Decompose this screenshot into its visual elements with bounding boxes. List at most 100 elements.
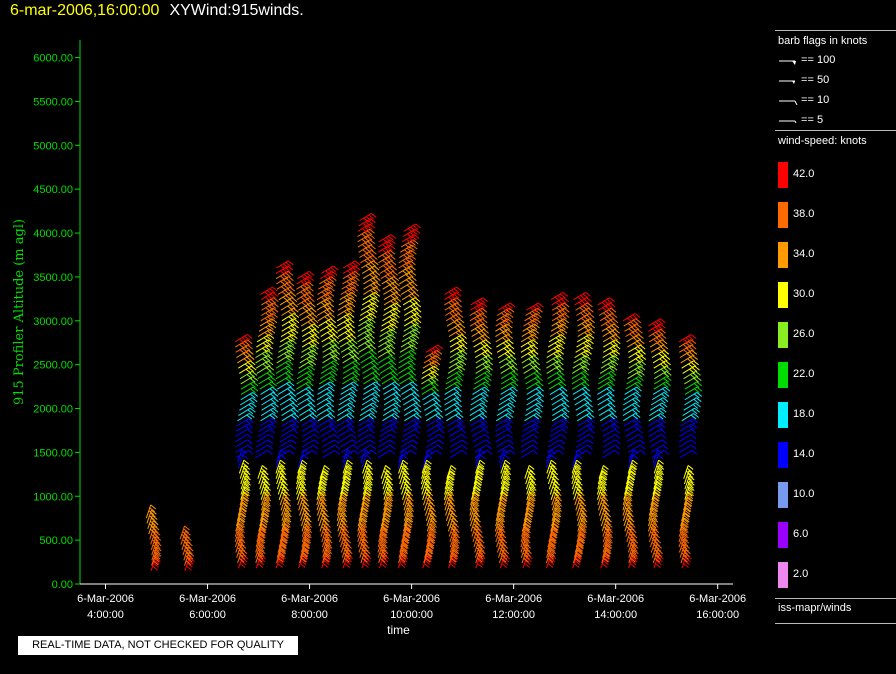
wind-barb-flag [153, 525, 160, 531]
wind-barb-flag [361, 552, 367, 558]
wind-barb-staff [474, 370, 488, 380]
wind-barb-flag [304, 544, 311, 549]
wind-barb-flag [368, 314, 374, 320]
wind-barb-staff [426, 439, 439, 448]
wind-barb-flag [477, 473, 483, 478]
wind-barb-flag [340, 536, 347, 542]
wind-barb-flag [693, 413, 699, 418]
wind-barb-flag [323, 280, 329, 286]
wind-barb-flag [326, 309, 332, 315]
wind-barb-flag [349, 263, 356, 269]
wind-barb-flag [412, 225, 419, 230]
wind-barb-flag [369, 309, 375, 315]
wind-barb-flag [286, 507, 292, 512]
wind-barb-flag [346, 414, 352, 420]
wind-barb-flag [320, 512, 326, 518]
wind-barb-flag [392, 323, 398, 329]
speed-color-row: 18.0 [775, 395, 896, 435]
wind-barb-flag [328, 342, 335, 348]
wind-barb-flag [346, 295, 352, 300]
wind-barb-flag [503, 470, 510, 476]
wind-barb-flag [635, 418, 642, 424]
wind-barb-staff [575, 533, 582, 548]
wind-barb-flag [263, 509, 270, 515]
wind-barb-flag [284, 499, 290, 505]
wind-barb-flag [345, 560, 351, 566]
wind-barb-flag [602, 512, 609, 518]
wind-barb-flag [343, 528, 350, 533]
wind-barb-flag [527, 353, 534, 358]
wind-barb-flag [366, 478, 373, 484]
wind-barb-flag [640, 449, 646, 455]
y-tick-label: 6000.00 [33, 53, 73, 65]
wind-barb-staff [316, 302, 330, 311]
speed-color-row: 6.0 [775, 515, 896, 555]
wind-barb-flag [607, 321, 614, 327]
wind-barb-flag [260, 467, 267, 473]
wind-barb-flag [328, 292, 335, 297]
wind-barb-staff [237, 413, 250, 422]
wind-barb-staff [571, 370, 585, 380]
wind-barb-flag [573, 563, 580, 568]
wind-barb-flag [262, 478, 269, 484]
wind-barb-flag [661, 351, 667, 357]
wind-barb-flag [506, 404, 513, 409]
wind-barb-flag [343, 552, 350, 558]
wind-barb-flag [341, 517, 348, 523]
wind-barb-flag [384, 342, 391, 348]
wind-barb-staff [469, 307, 483, 316]
wind-barb-flag [424, 486, 430, 492]
wind-barb-flag [392, 423, 398, 429]
wind-barb-staff [297, 365, 311, 374]
wind-barb-staff [622, 313, 636, 322]
wind-barb-flag [363, 563, 369, 568]
wind-barb-flag [610, 307, 617, 313]
wind-barb-flag [324, 316, 331, 321]
wind-barb-flag [364, 226, 371, 232]
wind-barb-flag [332, 265, 339, 271]
wind-barb-flag [407, 367, 414, 373]
wind-barb-flag [580, 533, 586, 539]
wind-barb-staff [256, 334, 270, 343]
wind-barb-flag [507, 351, 513, 357]
wind-barb-flag [611, 330, 618, 336]
wind-barb-flag [258, 560, 265, 566]
wind-barb-flag [695, 370, 701, 376]
wind-barb-flag [556, 307, 562, 313]
wind-barb-staff [526, 491, 532, 506]
wind-barb-flag [392, 293, 399, 299]
wind-barb-flag [652, 547, 659, 553]
wind-barb-flag [366, 258, 373, 264]
wind-barb-staff [571, 365, 585, 374]
wind-barb-flag [549, 470, 556, 476]
wind-barb-flag [484, 362, 491, 367]
wind-barb-flag [537, 307, 543, 313]
wind-barb-flag [453, 546, 459, 552]
wind-barb-staff [424, 349, 438, 359]
wind-barb-staff [383, 302, 396, 311]
wind-barb-flag [395, 286, 401, 292]
wind-barb-flag [404, 483, 411, 489]
wind-barb-flag [416, 413, 422, 418]
wind-barb-flag [329, 313, 336, 318]
wind-barb-flag [473, 523, 479, 529]
wind-barb-flag [375, 376, 381, 382]
wind-barb-flag [241, 449, 248, 455]
wind-barb-flag [339, 518, 346, 523]
wind-barb-staff [545, 554, 552, 569]
wind-barb-staff [235, 512, 242, 527]
wind-barb-flag [459, 323, 466, 329]
wind-barb-flag [278, 554, 285, 560]
wind-barb-flag [453, 293, 460, 299]
wind-barb-flag [374, 365, 380, 371]
wind-barb-flag [326, 326, 332, 332]
wind-barb-flag [241, 557, 248, 563]
wind-barb-flag [628, 475, 635, 481]
wind-barb-flag [385, 509, 392, 515]
wind-barb-flag [264, 356, 271, 362]
wind-barb-staff [422, 360, 436, 369]
wind-barb-staff [526, 397, 539, 406]
wind-barb-staff [546, 444, 560, 453]
wind-barb-staff [362, 365, 375, 374]
wind-barb-flag [630, 465, 636, 471]
